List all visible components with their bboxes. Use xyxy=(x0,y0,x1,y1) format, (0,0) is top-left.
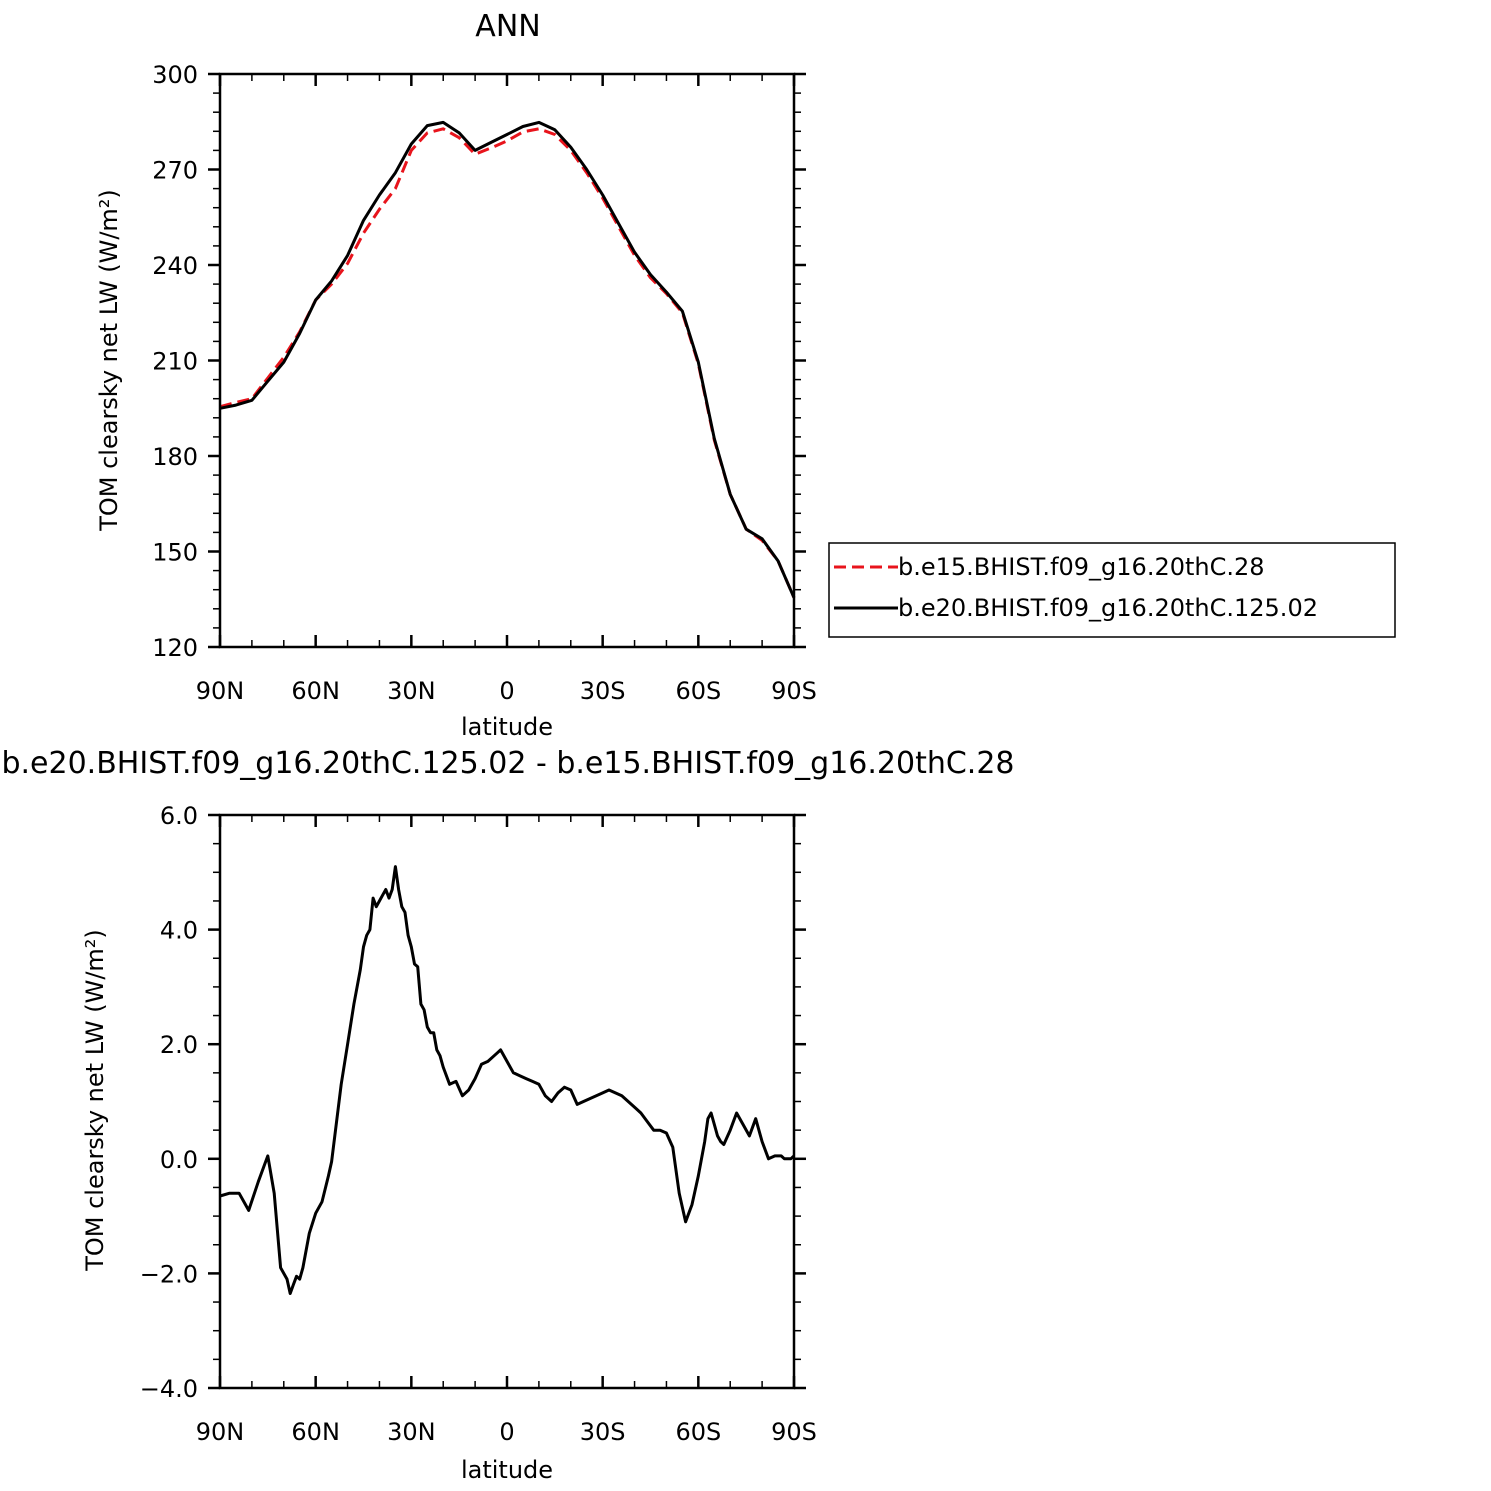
bottom-panel-series-line-1 xyxy=(219,865,796,1295)
bottom-panel-x-tick-label: 90S xyxy=(771,1418,817,1446)
bottom-panel-y-axis-label: TOM clearsky net LW (W/m²) xyxy=(81,929,109,1272)
legend-entry-series-1: b.e15.BHIST.f09_g16.20thC.28 xyxy=(898,553,1265,581)
bottom-panel-x-tick-label: 0 xyxy=(499,1418,514,1446)
legend-box xyxy=(828,542,1396,638)
top-panel-x-axis-label: latitude xyxy=(461,713,553,741)
top-panel-x-tick-labels: 90N 60N 30N 0 30S 60S 90S xyxy=(196,677,817,705)
top-panel-y-tick-label: 120 xyxy=(152,634,198,662)
bottom-panel-y-tick-label: 4.0 xyxy=(160,917,198,945)
bottom-panel-x-tick-label: 90N xyxy=(196,1418,245,1446)
bottom-panel-x-tick-label: 30S xyxy=(580,1418,626,1446)
top-panel-y-tick-label: 150 xyxy=(152,539,198,567)
top-panel-x-tick-label: 60N xyxy=(291,677,340,705)
bottom-panel-y-tick-labels: −4.0 −2.0 0.0 2.0 4.0 6.0 xyxy=(140,802,198,1403)
bottom-panel-y-tick-label: 6.0 xyxy=(160,802,198,830)
bottom-panel-y-tick-label: −4.0 xyxy=(140,1375,198,1403)
bottom-panel-x-tick-label: 30N xyxy=(387,1418,436,1446)
top-panel-y-tick-label: 210 xyxy=(152,348,198,376)
bottom-panel-frame xyxy=(218,813,796,1390)
bottom-panel-x-axis-label: latitude xyxy=(461,1456,553,1484)
bottom-panel-y-tick-label: −2.0 xyxy=(140,1260,198,1288)
top-panel-y-tick-label: 300 xyxy=(152,61,198,89)
top-panel-title: ANN xyxy=(475,9,540,44)
top-panel: ANN 90N 60N 30N 0 30S 60S 90S 120 150 180 210 240 2… xyxy=(95,9,817,741)
bottom-panel-y-tick-label: 0.0 xyxy=(160,1146,198,1174)
legend: b.e15.BHIST.f09_g16.20thC.28 b.e20.BHIST… xyxy=(828,542,1396,638)
top-panel-y-tick-label: 240 xyxy=(152,252,198,280)
bottom-panel: b.e20.BHIST.f09_g16.20thC.125.02 - b.e15… xyxy=(1,746,1014,1484)
bottom-panel-ticks xyxy=(208,813,806,1390)
top-panel-y-axis-label: TOM clearsky net LW (W/m²) xyxy=(95,189,123,532)
bottom-panel-y-tick-label: 2.0 xyxy=(160,1031,198,1059)
bottom-panel-lines xyxy=(219,865,796,1295)
top-panel-x-tick-label: 30S xyxy=(580,677,626,705)
top-panel-y-tick-label: 270 xyxy=(152,157,198,185)
top-panel-series-line-2 xyxy=(219,120,796,599)
top-panel-series-line-1 xyxy=(219,127,796,599)
bottom-panel-title: b.e20.BHIST.f09_g16.20thC.125.02 - b.e15… xyxy=(1,746,1014,781)
legend-entry-series-2: b.e20.BHIST.f09_g16.20thC.125.02 xyxy=(898,594,1318,622)
top-panel-x-tick-label: 60S xyxy=(675,677,721,705)
top-panel-y-tick-labels: 120 150 180 210 240 270 300 xyxy=(152,61,198,662)
top-panel-x-tick-label: 90N xyxy=(196,677,245,705)
top-panel-x-tick-label: 0 xyxy=(499,677,514,705)
bottom-panel-x-tick-label: 60N xyxy=(291,1418,340,1446)
top-panel-ticks xyxy=(208,72,806,649)
top-panel-frame xyxy=(218,72,796,649)
bottom-panel-x-tick-label: 60S xyxy=(675,1418,721,1446)
top-panel-x-tick-label: 90S xyxy=(771,677,817,705)
top-panel-x-tick-label: 30N xyxy=(387,677,436,705)
bottom-panel-x-tick-labels: 90N 60N 30N 0 30S 60S 90S xyxy=(196,1418,817,1446)
top-panel-y-tick-label: 180 xyxy=(152,443,198,471)
top-panel-lines xyxy=(219,120,796,599)
